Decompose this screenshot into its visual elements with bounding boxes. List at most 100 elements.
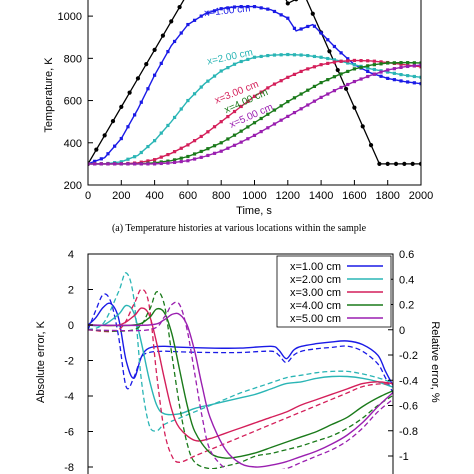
top-data-point bbox=[119, 136, 123, 141]
top-data-point bbox=[172, 39, 177, 44]
top-data-point bbox=[226, 6, 230, 10]
top-data-point bbox=[406, 80, 410, 84]
legend-label: x=2.00 cm bbox=[290, 274, 341, 286]
top-data-point bbox=[279, 118, 283, 122]
top-data-point bbox=[346, 82, 350, 87]
top-data-point bbox=[160, 33, 166, 38]
top-data-point bbox=[410, 161, 415, 166]
bottom-y2-tick-label: 0.6 bbox=[399, 249, 414, 261]
top-data-point bbox=[285, 1, 290, 6]
top-data-point bbox=[379, 70, 383, 74]
top-data-point bbox=[146, 162, 150, 166]
top-data-point bbox=[312, 84, 317, 89]
bottom-y2-axis-label: Relative error, % bbox=[429, 321, 441, 403]
top-data-point bbox=[186, 154, 190, 159]
top-x-tick-label: 0 bbox=[85, 190, 91, 202]
top-data-point bbox=[272, 82, 277, 86]
top-data-point bbox=[366, 74, 370, 79]
top-plot-area bbox=[88, 0, 421, 166]
top-data-point bbox=[212, 144, 217, 148]
bottom-y2-tick-label: -0.8 bbox=[399, 426, 418, 438]
top-data-point bbox=[412, 64, 416, 68]
legend-label: x=4.00 cm bbox=[290, 300, 341, 312]
top-data-point bbox=[232, 109, 237, 114]
top-y-tick-label: 200 bbox=[64, 180, 82, 192]
top-data-point bbox=[286, 75, 290, 79]
top-data-point bbox=[219, 120, 223, 124]
top-y-tick-label: 600 bbox=[64, 96, 82, 108]
top-data-point bbox=[239, 129, 243, 133]
top-data-point bbox=[232, 62, 237, 66]
top-data-point bbox=[226, 146, 230, 150]
bottom-y-tick-label: -8 bbox=[64, 462, 74, 474]
top-data-point bbox=[406, 74, 410, 78]
top-data-point bbox=[379, 74, 383, 78]
bottom-y-tick-label: 4 bbox=[68, 249, 74, 261]
top-data-point bbox=[352, 58, 356, 63]
top-series-markers bbox=[88, 0, 421, 166]
top-data-point bbox=[199, 149, 203, 154]
top-data-point bbox=[279, 104, 283, 108]
top-data-point bbox=[399, 65, 403, 70]
top-data-point bbox=[386, 68, 390, 72]
top-data-point bbox=[299, 27, 303, 31]
top-data-point bbox=[339, 59, 343, 63]
top-curve-label: x=1.00 cm bbox=[204, 3, 251, 19]
bottom-y-tick-label: -2 bbox=[64, 356, 74, 368]
top-data-point bbox=[212, 9, 217, 13]
top-data-point bbox=[393, 161, 399, 166]
top-data-point bbox=[266, 126, 270, 130]
top-data-point bbox=[406, 61, 410, 65]
top-data-point bbox=[292, 96, 297, 100]
top-data-point bbox=[266, 86, 270, 90]
top-data-point bbox=[332, 89, 337, 93]
top-data-point bbox=[232, 143, 237, 147]
top-data-point bbox=[419, 65, 421, 69]
top-x-tick-label: 1000 bbox=[242, 190, 266, 202]
bottom-y-tick-label: -4 bbox=[64, 391, 74, 403]
top-y-tick-label: 1000 bbox=[58, 11, 82, 23]
top-data-point bbox=[139, 100, 143, 104]
top-data-point bbox=[392, 67, 396, 71]
top-data-point bbox=[246, 137, 250, 141]
top-data-point bbox=[239, 5, 243, 9]
top-data-point bbox=[339, 72, 343, 76]
top-data-point bbox=[252, 5, 257, 9]
top-data-point bbox=[192, 139, 197, 143]
top-data-point bbox=[179, 156, 183, 160]
top-data-point bbox=[146, 159, 150, 163]
top-data-point bbox=[418, 161, 421, 166]
top-data-point bbox=[206, 153, 210, 158]
top-data-point bbox=[312, 24, 317, 28]
top-series-line bbox=[88, 61, 421, 165]
bottom-y-tick-label: 0 bbox=[68, 320, 74, 332]
top-data-point bbox=[179, 159, 183, 164]
top-data-point bbox=[292, 26, 297, 30]
top-data-point bbox=[272, 9, 277, 14]
top-data-point bbox=[359, 59, 363, 63]
top-data-point bbox=[166, 153, 170, 157]
bottom-y2-tick-label: -1 bbox=[399, 451, 409, 463]
top-data-point bbox=[266, 7, 270, 11]
top-data-point bbox=[319, 95, 323, 99]
bottom-y2-tick-label: -0.4 bbox=[399, 375, 418, 387]
top-data-point bbox=[399, 61, 403, 65]
top-data-point bbox=[406, 64, 410, 69]
top-y-axis-label: Temperature, K bbox=[43, 57, 55, 133]
bottom-y2-tick-label: 0 bbox=[399, 325, 405, 337]
top-data-point bbox=[319, 55, 323, 59]
top-data-point bbox=[192, 157, 197, 161]
top-data-point bbox=[199, 85, 203, 89]
top-data-point bbox=[99, 162, 103, 166]
top-data-point bbox=[153, 139, 157, 143]
top-data-point bbox=[332, 60, 337, 64]
top-data-point bbox=[326, 92, 330, 96]
top-data-point bbox=[292, 110, 297, 115]
top-data-point bbox=[319, 31, 323, 35]
top-data-point bbox=[110, 119, 116, 124]
top-data-point bbox=[335, 67, 340, 73]
top-data-point bbox=[179, 146, 183, 150]
top-data-point bbox=[226, 66, 230, 70]
top-data-point bbox=[206, 11, 210, 15]
top-data-point bbox=[206, 147, 210, 151]
